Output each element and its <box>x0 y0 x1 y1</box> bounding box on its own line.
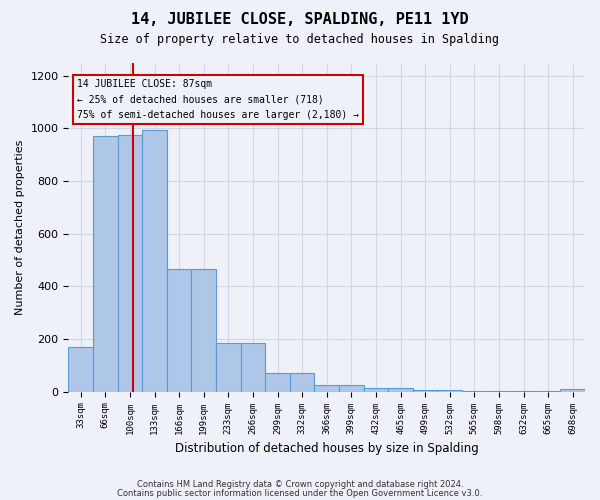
Bar <box>487 391 511 392</box>
Text: Size of property relative to detached houses in Spalding: Size of property relative to detached ho… <box>101 32 499 46</box>
Bar <box>560 389 585 392</box>
Bar <box>388 388 413 392</box>
X-axis label: Distribution of detached houses by size in Spalding: Distribution of detached houses by size … <box>175 442 479 455</box>
Bar <box>413 390 437 392</box>
Bar <box>437 390 462 392</box>
Bar <box>216 343 241 392</box>
Bar <box>191 269 216 392</box>
Bar <box>265 374 290 392</box>
Bar <box>314 385 339 392</box>
Bar <box>339 385 364 392</box>
Text: Contains HM Land Registry data © Crown copyright and database right 2024.: Contains HM Land Registry data © Crown c… <box>137 480 463 489</box>
Bar <box>462 391 487 392</box>
Bar <box>118 135 142 392</box>
Bar <box>364 388 388 392</box>
Bar <box>167 269 191 392</box>
Text: Contains public sector information licensed under the Open Government Licence v3: Contains public sector information licen… <box>118 489 482 498</box>
Y-axis label: Number of detached properties: Number of detached properties <box>15 140 25 315</box>
Bar <box>290 374 314 392</box>
Bar <box>241 343 265 392</box>
Text: 14, JUBILEE CLOSE, SPALDING, PE11 1YD: 14, JUBILEE CLOSE, SPALDING, PE11 1YD <box>131 12 469 28</box>
Text: 14 JUBILEE CLOSE: 87sqm
← 25% of detached houses are smaller (718)
75% of semi-d: 14 JUBILEE CLOSE: 87sqm ← 25% of detache… <box>77 79 359 120</box>
Bar <box>68 347 93 392</box>
Bar <box>142 130 167 392</box>
Bar <box>93 136 118 392</box>
